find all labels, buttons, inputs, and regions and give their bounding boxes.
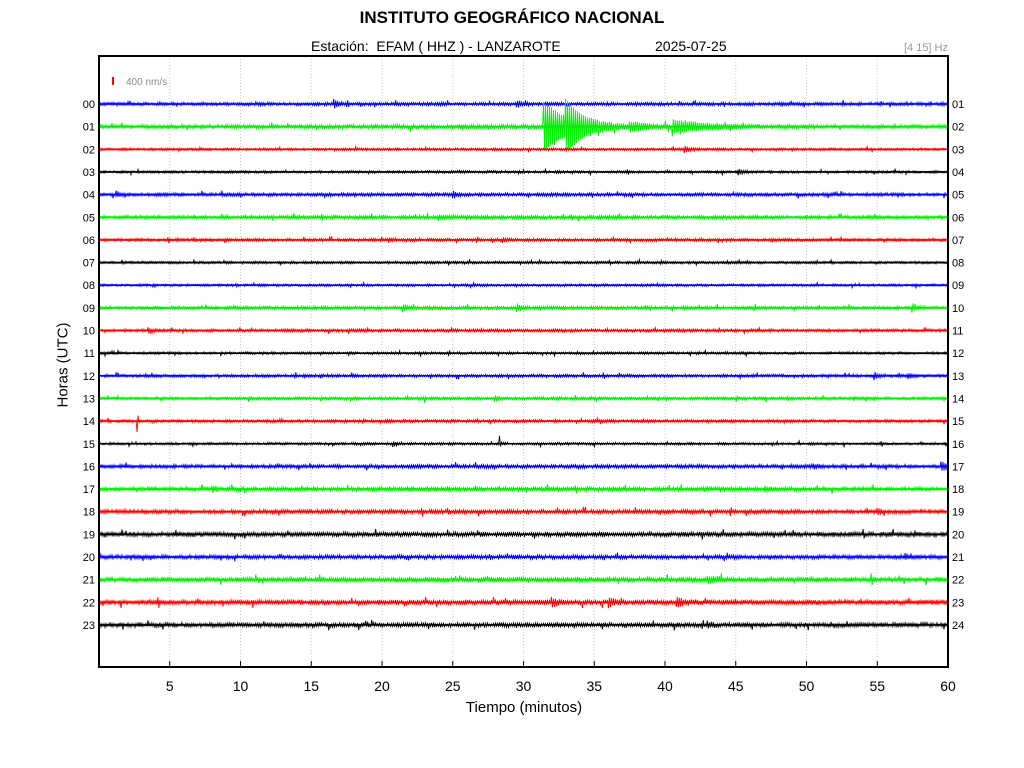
y-tick-label-left: 14 (83, 416, 95, 428)
y-tick-label-left: 09 (83, 303, 95, 315)
y-tick-label-left: 13 (83, 393, 95, 405)
y-tick-label-left: 03 (83, 167, 95, 179)
y-tick-label-left: 17 (83, 484, 95, 496)
y-tick-label-left: 16 (83, 461, 95, 473)
y-tick-label-right: 18 (952, 484, 964, 496)
y-tick-label-left: 10 (83, 326, 95, 338)
y-tick-label-left: 15 (83, 439, 95, 451)
x-tick-label: 20 (374, 678, 390, 694)
y-tick-label-left: 07 (83, 258, 95, 270)
x-tick-label: 25 (445, 678, 461, 694)
y-tick-label-right: 06 (952, 212, 964, 224)
y-tick-label-left: 11 (84, 348, 95, 360)
x-axis-label: Tiempo (minutos) (465, 699, 583, 716)
y-tick-label-left: 19 (83, 529, 95, 541)
trace-hour-17 (98, 484, 949, 494)
x-tick-label: 50 (799, 678, 815, 694)
y-tick-label-right: 14 (952, 393, 964, 405)
y-tick-label-right: 03 (952, 144, 964, 156)
y-tick-label-right: 12 (952, 348, 964, 360)
x-tick-label: 15 (303, 678, 319, 694)
y-tick-label-right: 13 (952, 371, 964, 383)
filter-band-label: [4 15] Hz (903, 42, 948, 54)
trace-hour-01 (98, 98, 949, 153)
y-tick-label-right: 20 (952, 529, 964, 541)
y-tick-label-right: 05 (952, 190, 964, 202)
y-tick-label-right: 02 (952, 122, 964, 134)
x-tick-label: 10 (233, 678, 249, 694)
x-tick-label: 60 (940, 678, 956, 694)
y-tick-label-right: 17 (952, 461, 964, 473)
y-tick-label-left: 05 (83, 212, 95, 224)
y-tick-label-left: 20 (83, 552, 95, 564)
y-tick-label-left: 23 (83, 620, 95, 632)
y-tick-label-left: 02 (83, 144, 95, 156)
x-tick-label: 45 (728, 678, 744, 694)
y-tick-label-left: 01 (83, 122, 95, 134)
y-tick-label-right: 15 (952, 416, 964, 428)
y-tick-label-right: 21 (952, 552, 964, 564)
y-tick-label-right: 04 (952, 167, 964, 179)
trace-hour-14 (98, 415, 949, 433)
x-tick-label: 30 (516, 678, 532, 694)
y-tick-label-right: 24 (952, 620, 964, 632)
page-title: INSTITUTO GEOGRÁFICO NACIONAL (359, 8, 665, 27)
y-tick-label-left: 06 (83, 235, 95, 247)
y-tick-label-left: 08 (83, 280, 95, 292)
scale-label: 400 nm/s (126, 77, 167, 88)
y-tick-label-right: 01 (952, 99, 964, 111)
y-tick-label-right: 19 (952, 507, 964, 519)
x-tick-label: 55 (869, 678, 885, 694)
y-tick-label-right: 16 (952, 439, 964, 451)
date-label: 2025-07-25 (655, 38, 727, 54)
y-tick-label-right: 22 (952, 575, 964, 587)
y-tick-label-left: 00 (83, 99, 95, 111)
y-tick-label-left: 22 (83, 597, 95, 609)
x-tick-label: 40 (657, 678, 673, 694)
y-tick-label-right: 11 (952, 326, 963, 338)
y-tick-label-right: 09 (952, 280, 964, 292)
y-tick-label-left: 18 (83, 507, 95, 519)
y-tick-label-left: 04 (83, 190, 95, 202)
x-tick-label: 35 (586, 678, 602, 694)
y-tick-label-right: 07 (952, 235, 964, 247)
x-tick-label: 5 (166, 678, 174, 694)
y-tick-label-left: 12 (83, 371, 95, 383)
y-tick-label-left: 21 (83, 575, 95, 587)
y-tick-label-right: 23 (952, 597, 964, 609)
y-tick-label-right: 10 (952, 303, 964, 315)
station-label: Estación: EFAM ( HHZ ) - LANZAROTE (311, 38, 561, 54)
y-tick-label-right: 08 (952, 258, 964, 270)
